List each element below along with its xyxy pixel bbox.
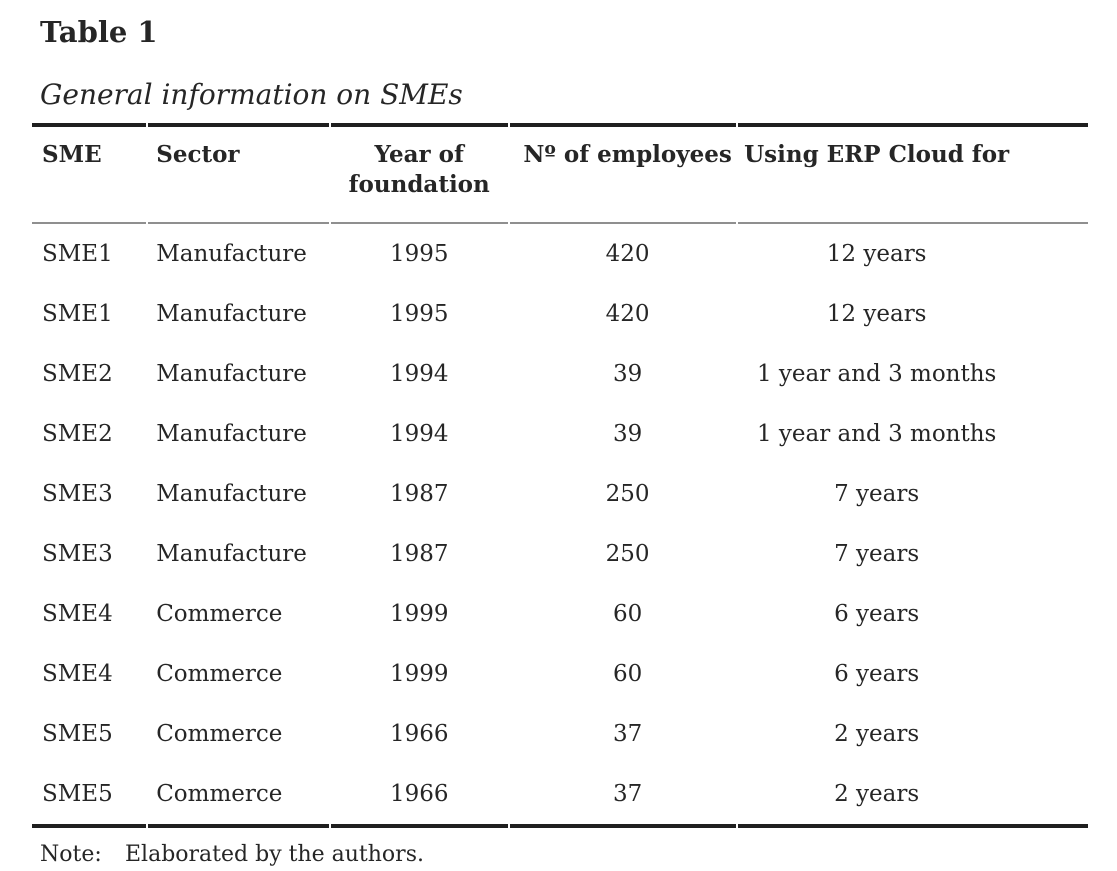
table-header: SME Sector Year of foundation Nº of empl…: [32, 122, 1088, 224]
table-note: Note: Elaborated by the authors.: [30, 841, 1090, 870]
table-header-row: SME Sector Year of foundation Nº of empl…: [32, 122, 1088, 224]
cell-using-erp-cloud-for: 7 years: [834, 540, 920, 567]
cell-sector: Manufacture: [156, 300, 307, 327]
cell-year-of-foundation: 1994: [389, 360, 449, 387]
cell-sector: Manufacture: [156, 420, 307, 447]
table-row: SME5 Commerce 1966 37 2 years: [32, 764, 1088, 828]
cell-num-employees: 420: [605, 240, 650, 267]
cell-using-erp-cloud-for: 6 years: [834, 660, 920, 687]
cell-num-employees: 420: [605, 300, 650, 327]
cell-num-employees: 60: [612, 660, 643, 687]
cell-sme: SME5: [42, 720, 113, 747]
cell-using-erp-cloud-for: 12 years: [826, 240, 927, 267]
cell-using-erp-cloud-for: 7 years: [834, 480, 920, 507]
cell-sector: Manufacture: [156, 540, 307, 567]
cell-num-employees: 37: [509, 764, 737, 828]
table-row: SME1 Manufacture 1995 420 12 years: [32, 284, 1088, 344]
column-header-sme: SME: [32, 122, 147, 224]
cell-year-of-foundation: 1966: [389, 720, 449, 747]
column-header-sector: Sector: [148, 122, 329, 224]
table-row: SME5 Commerce 1966 37 2 years: [32, 704, 1088, 764]
cell-num-employees: 39: [612, 420, 643, 447]
cell-year-of-foundation: 1995: [389, 300, 449, 327]
cell-sme: SME3: [42, 540, 113, 567]
cell-sme: SME4: [42, 600, 113, 627]
cell-sme: SME2: [42, 420, 113, 447]
table-body: SME1 Manufacture 1995 420 12 years SME1 Manufa…: [32, 224, 1088, 828]
cell-sme: SME1: [42, 300, 113, 327]
table-row: SME4 Commerce 1999 60 6 years: [32, 644, 1088, 704]
table-row: SME3 Manufacture 1987 250 7 years: [32, 524, 1088, 584]
table-row: SME2 Manufacture 1994 39 1 year and 3 months: [32, 344, 1088, 404]
cell-year-of-foundation: 1966: [330, 764, 508, 828]
cell-sme: SME2: [42, 360, 113, 387]
cell-year-of-foundation: 1987: [389, 540, 449, 567]
cell-using-erp-cloud-for: 1 year and 3 months: [756, 360, 997, 387]
cell-num-employees: 39: [612, 360, 643, 387]
cell-num-employees: 250: [605, 480, 650, 507]
cell-sector: Commerce: [148, 764, 329, 828]
paper-table-figure: Table 1 General information on SMEs SME …: [30, 15, 1090, 870]
table-caption: General information on SMEs: [40, 78, 463, 112]
cell-year-of-foundation: 1987: [389, 480, 449, 507]
cell-year-of-foundation: 1999: [389, 660, 449, 687]
cell-sme: SME1: [42, 240, 113, 267]
cell-sector: Commerce: [156, 660, 283, 687]
table-row: SME2 Manufacture 1994 39 1 year and 3 months: [32, 404, 1088, 464]
column-header-using-erp-cloud-for: Using ERP Cloud for: [738, 122, 1088, 224]
cell-year-of-foundation: 1999: [389, 600, 449, 627]
cell-using-erp-cloud-for: 2 years: [834, 720, 920, 747]
cell-sme: SME4: [42, 660, 113, 687]
cell-using-erp-cloud-for: 1 year and 3 months: [756, 420, 997, 447]
cell-sector: Commerce: [156, 720, 283, 747]
cell-sector: Commerce: [156, 600, 283, 627]
column-header-num-employees: Nº of employees: [509, 122, 737, 224]
table-label: Table 1: [40, 15, 158, 49]
cell-sme: SME5: [32, 764, 147, 828]
cell-num-employees: 37: [612, 720, 643, 747]
cell-using-erp-cloud-for: 12 years: [826, 300, 927, 327]
column-header-year-of-foundation: Year of foundation: [330, 122, 508, 224]
cell-using-erp-cloud-for: 6 years: [834, 600, 920, 627]
table-row: SME1 Manufacture 1995 420 12 years: [32, 224, 1088, 284]
cell-num-employees: 60: [612, 600, 643, 627]
cell-sme: SME3: [42, 480, 113, 507]
table-row: SME3 Manufacture 1987 250 7 years: [32, 464, 1088, 524]
cell-sector: Manufacture: [156, 360, 307, 387]
cell-sector: Manufacture: [156, 240, 307, 267]
cell-num-employees: 250: [605, 540, 650, 567]
table-row: SME4 Commerce 1999 60 6 years: [32, 584, 1088, 644]
sme-table: SME Sector Year of foundation Nº of empl…: [30, 122, 1090, 828]
cell-year-of-foundation: 1994: [389, 420, 449, 447]
note-label: Note:: [40, 841, 102, 867]
cell-using-erp-cloud-for: 2 years: [738, 764, 1088, 828]
note-text: Elaborated by the authors.: [125, 841, 424, 867]
cell-sector: Manufacture: [156, 480, 307, 507]
cell-year-of-foundation: 1995: [389, 240, 449, 267]
